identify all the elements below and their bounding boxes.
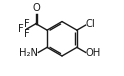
Text: OH: OH: [86, 48, 101, 58]
Text: H₂N: H₂N: [19, 48, 38, 58]
Text: F: F: [24, 29, 30, 39]
Text: O: O: [32, 3, 40, 13]
Text: F: F: [18, 24, 24, 34]
Text: Cl: Cl: [86, 19, 96, 29]
Text: F: F: [24, 19, 30, 29]
